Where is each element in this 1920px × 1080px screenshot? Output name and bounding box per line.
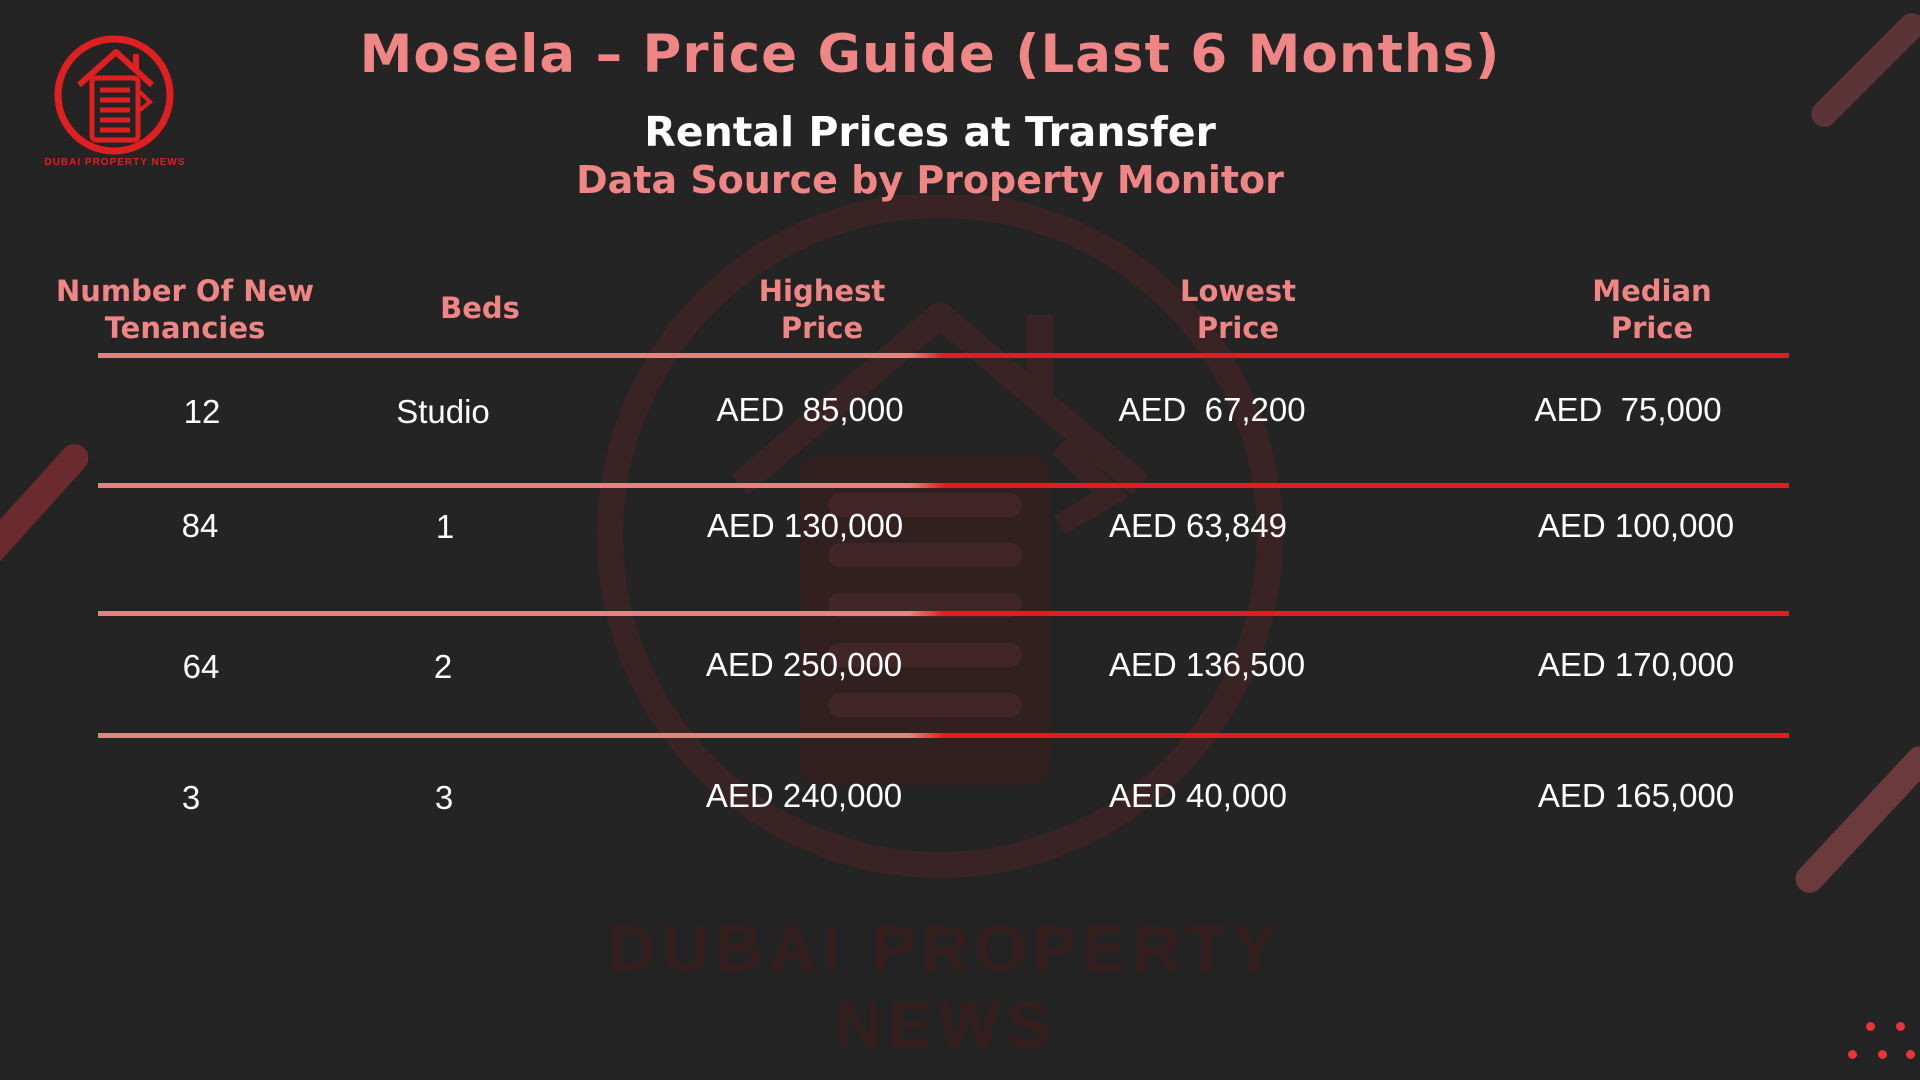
header-beds: Beds bbox=[440, 291, 520, 325]
cell-tenancies: 3 bbox=[181, 779, 201, 816]
decorative-dot bbox=[1866, 1022, 1875, 1031]
header-highest-line2: Price bbox=[780, 311, 864, 345]
header-tenancies-line2: Tenancies bbox=[104, 311, 266, 345]
decorative-dot bbox=[1878, 1050, 1887, 1059]
row-separator bbox=[98, 733, 1789, 738]
page-subtitle: Rental Prices at Transfer bbox=[644, 108, 1216, 156]
cell-highest-price: AED 130,000 bbox=[706, 507, 904, 544]
cell-highest-price: AED 85,000 bbox=[716, 391, 904, 428]
header-median-price: Median Price bbox=[1552, 273, 1752, 347]
cell-lowest-price: AED 63,849 bbox=[1109, 507, 1287, 544]
page-title: Mosela – Price Guide (Last 6 Months) bbox=[359, 24, 1501, 85]
header-median-line1: Median bbox=[1592, 274, 1712, 308]
header-tenancies: Number Of New Tenancies bbox=[30, 273, 340, 347]
row-separator bbox=[98, 483, 1789, 488]
logo-caption: DUBAI PROPERTY NEWS bbox=[44, 157, 186, 168]
header-highest-line1: Highest bbox=[758, 274, 886, 308]
header-highest-price: Highest Price bbox=[722, 273, 922, 347]
decorative-dot bbox=[1848, 1050, 1857, 1059]
data-source-label: Data Source by Property Monitor bbox=[576, 158, 1284, 202]
cell-beds: Studio bbox=[396, 393, 490, 430]
cell-beds: 1 bbox=[435, 508, 455, 545]
header-median-line2: Price bbox=[1610, 311, 1694, 345]
cell-lowest-price: AED 67,200 bbox=[1118, 391, 1306, 428]
decorative-stroke bbox=[1789, 740, 1920, 899]
cell-median-price: AED 170,000 bbox=[1537, 646, 1735, 683]
cell-tenancies: 84 bbox=[181, 507, 219, 544]
header-lowest-line1: Lowest bbox=[1180, 274, 1296, 308]
cell-beds: 3 bbox=[434, 779, 454, 816]
cell-beds: 2 bbox=[433, 648, 453, 685]
cell-median-price: AED 165,000 bbox=[1537, 777, 1735, 814]
header-lowest-line2: Price bbox=[1196, 311, 1280, 345]
watermark-emblem-icon bbox=[597, 195, 1283, 878]
cell-highest-price: AED 240,000 bbox=[705, 777, 903, 814]
cell-median-price: AED 75,000 bbox=[1534, 391, 1722, 428]
watermark-text: DUBAI PROPERTY NEWS bbox=[607, 911, 1283, 1061]
decorative-stroke bbox=[0, 438, 95, 584]
cell-highest-price: AED 250,000 bbox=[705, 646, 903, 683]
row-separator bbox=[98, 353, 1789, 358]
cell-tenancies: 64 bbox=[182, 648, 220, 685]
house-document-icon bbox=[54, 35, 174, 155]
cell-median-price: AED 100,000 bbox=[1537, 507, 1735, 544]
row-separator bbox=[98, 611, 1789, 616]
header-lowest-price: Lowest Price bbox=[1138, 273, 1338, 347]
header-tenancies-line1: Number Of New bbox=[55, 274, 315, 308]
cell-lowest-price: AED 40,000 bbox=[1109, 777, 1287, 814]
cell-lowest-price: AED 136,500 bbox=[1108, 646, 1306, 683]
decorative-dot bbox=[1896, 1022, 1905, 1031]
decorative-dot bbox=[1906, 1050, 1915, 1059]
cell-tenancies: 12 bbox=[183, 393, 221, 430]
